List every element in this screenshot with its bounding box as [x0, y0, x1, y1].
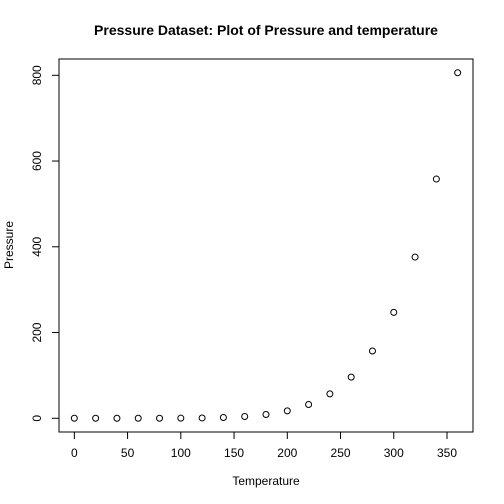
data-point	[219, 413, 227, 421]
data-point	[92, 414, 100, 422]
x-tick-label: 250	[331, 446, 351, 460]
data-point	[305, 401, 313, 409]
x-tick-label: 100	[171, 446, 191, 460]
data-point	[432, 175, 440, 183]
data-point	[241, 412, 249, 420]
chart-title: Pressure Dataset: Plot of Pressure and t…	[94, 22, 438, 38]
y-tick-label: 400	[30, 236, 44, 256]
data-point	[134, 414, 142, 422]
x-tick-label: 350	[437, 446, 457, 460]
data-points	[70, 69, 462, 422]
y-tick-label: 800	[30, 65, 44, 85]
x-tick-label: 50	[121, 446, 135, 460]
data-point	[390, 308, 398, 316]
x-tick-label: 300	[384, 446, 404, 460]
y-axis-label: Pressure	[2, 221, 16, 269]
y-tick-label: 0	[30, 415, 44, 422]
data-point	[283, 407, 291, 415]
data-point	[177, 414, 185, 422]
data-point	[368, 347, 376, 355]
plot-frame	[58, 58, 474, 433]
x-tick-label: 200	[277, 446, 297, 460]
y-axis: 0 200 400 600 800	[30, 65, 60, 422]
x-axis: 0 50 100 150 200 250 300 350	[71, 431, 457, 460]
x-axis-label: Temperature	[232, 474, 300, 488]
x-tick-label: 0	[71, 446, 78, 460]
data-point	[156, 414, 164, 422]
data-point	[262, 411, 270, 419]
x-tick-label: 150	[224, 446, 244, 460]
y-tick-label: 200	[30, 322, 44, 342]
data-point	[326, 390, 334, 398]
data-point	[70, 414, 78, 422]
y-tick-label: 600	[30, 151, 44, 171]
data-point	[113, 414, 121, 422]
data-point	[411, 253, 419, 261]
data-point	[347, 373, 355, 381]
data-point	[454, 69, 462, 77]
data-point	[198, 414, 206, 422]
